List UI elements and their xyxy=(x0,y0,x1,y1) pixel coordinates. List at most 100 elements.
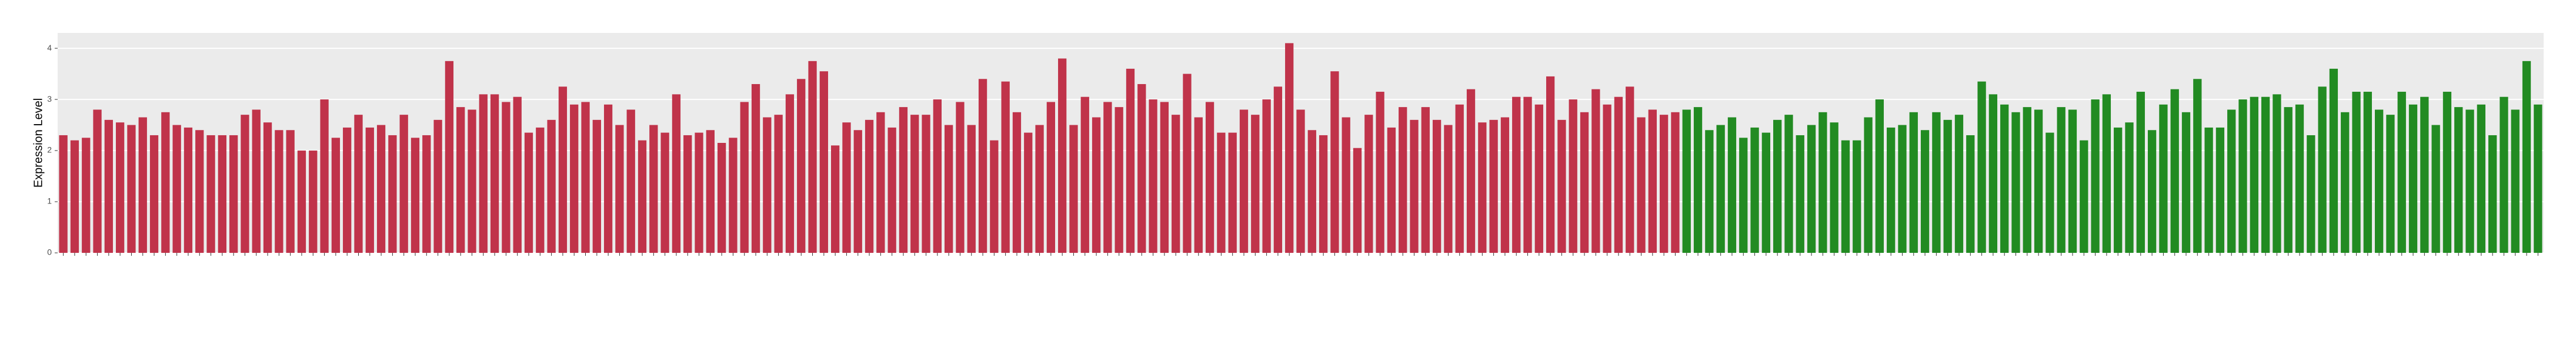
bar xyxy=(729,138,738,253)
bar xyxy=(2397,92,2406,253)
bar xyxy=(638,140,647,253)
bar xyxy=(1739,138,1748,253)
bar xyxy=(1750,127,1759,253)
bar xyxy=(1773,119,1782,253)
bar xyxy=(513,96,522,253)
bar xyxy=(1307,130,1316,253)
bar xyxy=(672,94,681,253)
bar xyxy=(2170,89,2179,253)
bar xyxy=(2136,92,2145,253)
bar xyxy=(206,135,215,253)
bar xyxy=(331,138,341,253)
bar xyxy=(468,109,476,253)
bar xyxy=(1887,127,1896,253)
bar xyxy=(592,119,601,253)
bar xyxy=(422,135,431,253)
bar xyxy=(297,151,306,253)
bar xyxy=(1273,86,1283,253)
bar xyxy=(1217,132,1226,253)
bar xyxy=(1262,99,1271,253)
bar xyxy=(2057,107,2066,253)
bar xyxy=(127,125,136,253)
bar xyxy=(2023,107,2031,253)
y-axis-label: Expression Level xyxy=(32,98,45,188)
bar xyxy=(2522,61,2531,253)
bar xyxy=(2114,127,2123,253)
bar xyxy=(2500,96,2508,253)
bar xyxy=(763,117,772,253)
bar xyxy=(1228,132,1237,253)
bar xyxy=(2091,99,2100,253)
bar xyxy=(1761,132,1770,253)
bar xyxy=(354,115,363,253)
bar xyxy=(388,135,397,253)
bar xyxy=(1603,104,1611,253)
bar xyxy=(2352,92,2361,253)
bar xyxy=(1660,115,1669,253)
bar xyxy=(1875,99,1884,253)
bar xyxy=(1330,71,1339,253)
bar xyxy=(1160,102,1169,253)
bar xyxy=(2273,94,2281,253)
bar xyxy=(1466,89,1476,253)
bar xyxy=(1671,112,1680,253)
bar xyxy=(1932,112,1941,253)
bar xyxy=(1410,119,1419,253)
bar xyxy=(1137,84,1146,253)
bar xyxy=(1909,112,1918,253)
y-tick-label: 3 xyxy=(47,94,52,103)
bar xyxy=(990,140,999,253)
bar xyxy=(1285,43,1294,253)
bar xyxy=(626,109,635,253)
bar xyxy=(1489,119,1498,253)
bar xyxy=(93,109,102,253)
bar xyxy=(1455,104,1464,253)
bar xyxy=(1648,109,1657,253)
bar xyxy=(683,135,692,253)
bar xyxy=(1988,94,1998,253)
y-tick-label: 4 xyxy=(47,43,52,52)
bar xyxy=(524,132,533,253)
bar xyxy=(887,127,896,253)
bar xyxy=(603,104,613,253)
bar xyxy=(967,125,976,253)
bar xyxy=(751,84,760,253)
bar xyxy=(978,79,987,253)
bar xyxy=(2046,132,2054,253)
bar xyxy=(2261,96,2270,253)
bar xyxy=(1864,117,1873,253)
bar xyxy=(1682,109,1691,253)
bar xyxy=(1239,109,1249,253)
bar xyxy=(195,130,204,253)
bar xyxy=(876,112,885,253)
bar xyxy=(547,119,556,253)
bar xyxy=(2250,96,2258,253)
bar xyxy=(1001,81,1010,253)
bar xyxy=(1500,117,1510,253)
bar xyxy=(797,79,806,253)
bar xyxy=(1149,99,1157,253)
bar xyxy=(2102,94,2111,253)
bar xyxy=(2125,122,2134,253)
bar xyxy=(82,138,91,253)
bar xyxy=(2318,86,2327,253)
bar xyxy=(842,122,851,253)
bar xyxy=(2147,130,2157,253)
bar xyxy=(1012,112,1022,253)
bar xyxy=(865,119,874,253)
bar xyxy=(1591,89,1600,253)
bar xyxy=(831,145,840,253)
bar xyxy=(1296,109,1305,253)
bar xyxy=(1432,119,1442,253)
bar xyxy=(1966,135,1975,253)
bar xyxy=(1920,130,1930,253)
bar xyxy=(2215,127,2225,253)
bar xyxy=(1557,119,1566,253)
bar xyxy=(1954,115,1964,253)
bar xyxy=(1172,115,1180,253)
bar xyxy=(615,125,624,253)
bar xyxy=(1478,122,1487,253)
bar xyxy=(479,94,488,253)
bar xyxy=(706,130,715,253)
